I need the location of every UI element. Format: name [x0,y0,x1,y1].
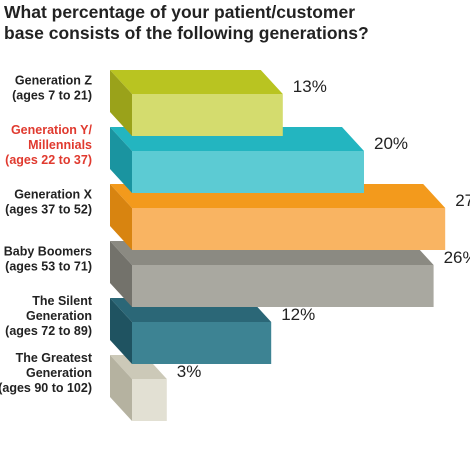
bar-front-face [132,322,272,364]
category-label-line: (ages 22 to 37) [5,153,92,167]
bar-3 [110,184,446,250]
category-label-line: (ages 7 to 21) [12,89,92,103]
bar-side-face [110,127,132,193]
category-label-line: (ages 37 to 52) [5,203,92,217]
category-label-6: The Greatest Generation (ages 90 to 102) [0,351,93,395]
category-label-line: The Silent [32,294,93,308]
category-label-2: Generation Y/Millennials (ages 22 to 37) [5,123,92,167]
bar-side-face [110,298,132,364]
bar-front-face [132,379,167,421]
bar-1 [110,70,283,136]
value-label-2: 20% [374,134,408,153]
value-label-5: 12% [281,305,315,324]
bar-side-face [110,355,132,421]
bar-4 [110,241,434,307]
category-label-line: Generation [26,309,92,323]
category-label-line: (ages 53 to 71) [5,260,92,274]
value-label-1: 13% [293,77,327,96]
bar-front-face [132,265,434,307]
category-label-line: Generation Z [15,74,92,88]
value-label-4: 26% [444,248,470,267]
category-label-line: Generation X [14,188,92,202]
category-label-5: The Silent Generation (ages 72 to 89) [5,294,93,338]
bar-top-face [110,70,283,94]
bar-5 [110,298,272,364]
category-label-3: Generation X (ages 37 to 52) [5,188,93,217]
bar-top-face [110,355,167,379]
category-label-line: Generation Y/ [11,123,93,137]
chart-title: What percentage of your patient/customer… [4,2,464,44]
bar-front-face [132,94,283,136]
bar-side-face [110,70,132,136]
bar-6 [110,355,167,421]
category-label-4: Baby Boomers (ages 53 to 71) [4,245,92,274]
bar-2 [110,127,364,193]
chart-title-line-1: What percentage of your patient/customer [4,2,356,22]
bar-front-face [132,151,364,193]
category-label-line: The Greatest [16,351,93,365]
category-label-line: Baby Boomers [4,245,92,259]
value-label-3: 27% [455,191,470,210]
category-label-line: (ages 90 to 102) [0,381,92,395]
bar-side-face [110,241,132,307]
category-label-line: Millennials [28,138,92,152]
bar-side-face [110,184,132,250]
category-label-1: Generation Z (ages 7 to 21) [12,74,92,103]
bar-front-face [132,208,446,250]
category-label-line: (ages 72 to 89) [5,324,92,338]
category-label-line: Generation [26,366,92,380]
chart-title-line-2: base consists of the following generatio… [4,23,369,43]
value-label-6: 3% [177,362,202,381]
